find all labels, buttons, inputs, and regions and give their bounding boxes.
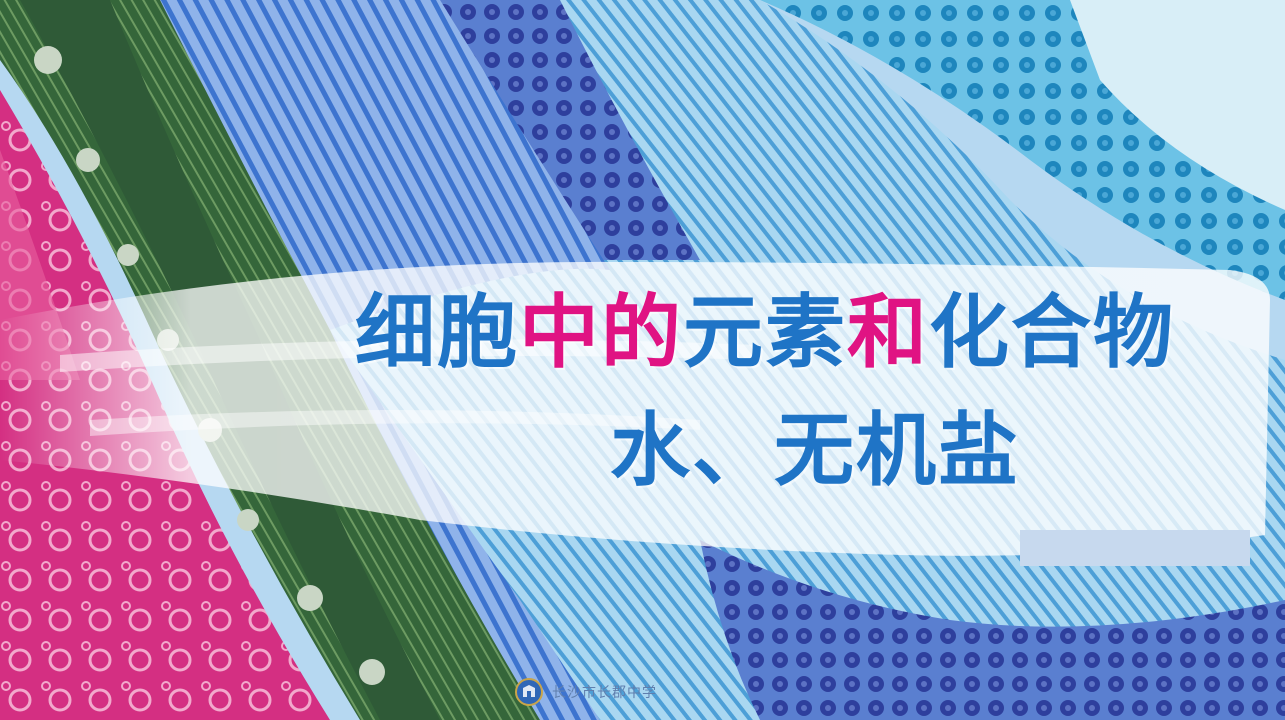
title-segment-compounds: 化合物	[929, 286, 1175, 379]
title-line-1: 细胞中的元素和化合物	[355, 285, 1175, 381]
blank-placeholder-bar	[1020, 530, 1250, 566]
slide-title: 细胞中的元素和化合物 水、无机盐	[355, 285, 1275, 525]
footer: 长沙市长郡中学	[514, 677, 657, 707]
title-segment-cell: 细胞	[355, 286, 519, 379]
school-name: 长沙市长郡中学	[552, 685, 657, 701]
title-line-2: 水、无机盐	[610, 404, 1020, 497]
title-segment-and: 和	[847, 286, 929, 379]
school-emblem-icon	[515, 678, 543, 706]
title-segment-in: 中的	[519, 286, 683, 379]
title-segment-elements: 元素	[683, 286, 847, 379]
